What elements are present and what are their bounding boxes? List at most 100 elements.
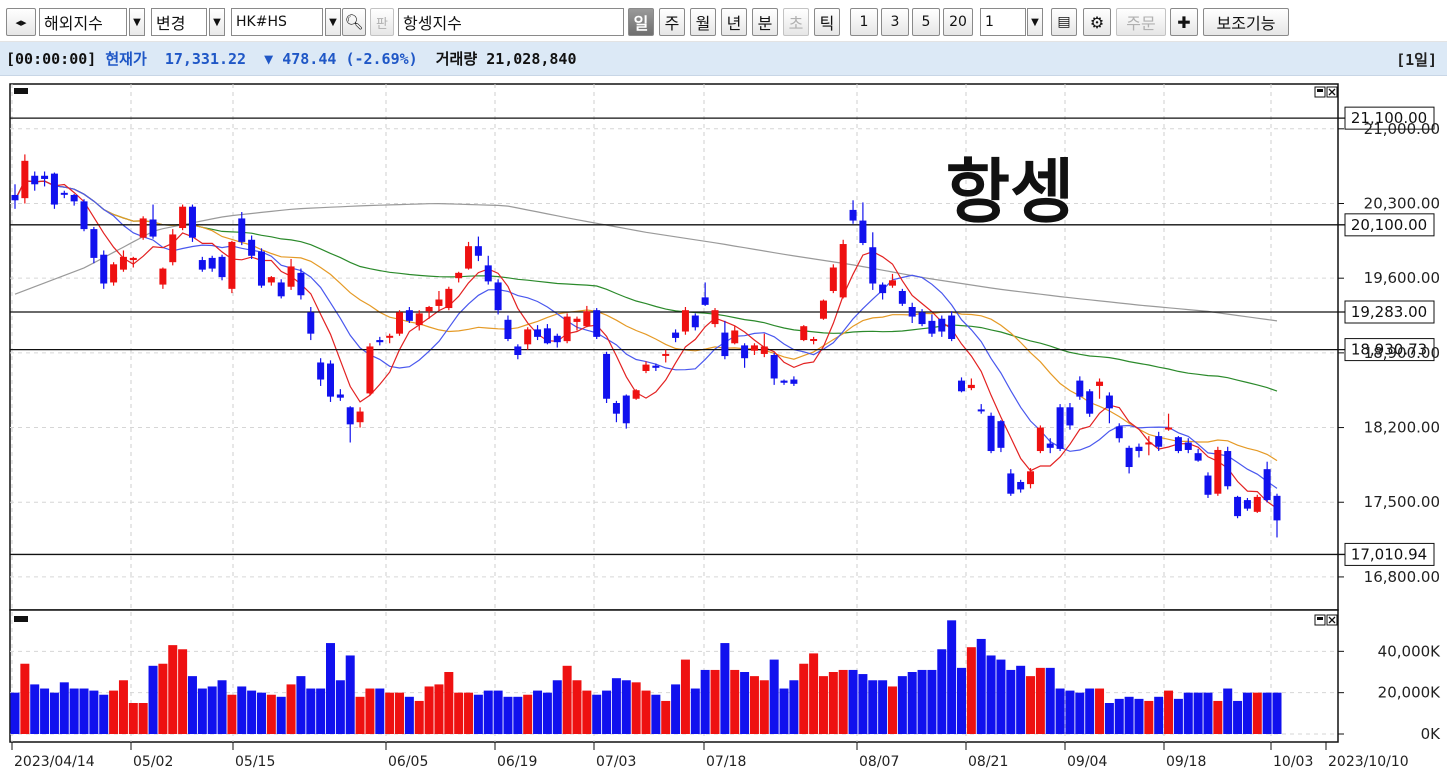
candle-body[interactable]	[534, 329, 542, 337]
candle-body[interactable]	[553, 335, 561, 343]
volume-bar[interactable]	[848, 669, 858, 734]
volume-bar[interactable]	[158, 663, 168, 734]
interval-dropdown-icon[interactable]: ▼	[1027, 8, 1043, 36]
candle-body[interactable]	[277, 282, 285, 297]
volume-bar[interactable]	[799, 663, 809, 734]
volume-bar[interactable]	[207, 686, 217, 734]
candle-body[interactable]	[1096, 381, 1104, 386]
candle-body[interactable]	[958, 380, 965, 392]
candle-body[interactable]	[1214, 449, 1222, 494]
volume-bar[interactable]	[927, 669, 937, 734]
volume-bar[interactable]	[1095, 688, 1105, 734]
crosshair-icon[interactable]: ✚	[1170, 8, 1198, 36]
candle-body[interactable]	[622, 395, 630, 424]
candle-body[interactable]	[60, 192, 68, 195]
volume-bar[interactable]	[1124, 696, 1134, 734]
volume-bar[interactable]	[473, 694, 483, 734]
candle-body[interactable]	[1194, 453, 1202, 461]
volume-bar[interactable]	[59, 682, 69, 734]
volume-bar[interactable]	[99, 694, 109, 734]
candle-body[interactable]	[435, 299, 443, 306]
candle-body[interactable]	[662, 353, 670, 356]
volume-bar[interactable]	[69, 688, 79, 734]
candle-body[interactable]	[800, 326, 808, 341]
volume-bar[interactable]	[868, 680, 878, 734]
volume-bar[interactable]	[661, 700, 671, 734]
volume-bar[interactable]	[572, 680, 582, 734]
candle-body[interactable]	[701, 297, 709, 305]
volume-bar[interactable]	[986, 655, 996, 734]
candle-body[interactable]	[514, 346, 522, 356]
volume-bar[interactable]	[286, 684, 296, 734]
save-icon[interactable]: ▤	[1051, 8, 1077, 36]
candle-body[interactable]	[346, 407, 354, 425]
volume-bar[interactable]	[434, 684, 444, 734]
candle-body[interactable]	[948, 315, 956, 339]
volume-bar[interactable]	[897, 676, 907, 734]
candle-body[interactable]	[967, 384, 975, 389]
volume-bar[interactable]	[1104, 703, 1114, 734]
period-week-button[interactable]: 주	[659, 8, 685, 36]
candle-body[interactable]	[494, 282, 502, 311]
volume-bar[interactable]	[256, 692, 266, 734]
candle-body[interactable]	[741, 345, 749, 359]
volume-bar[interactable]	[690, 688, 700, 734]
volume-bar[interactable]	[1233, 700, 1243, 734]
candle-body[interactable]	[21, 160, 29, 199]
price-panel-maximize-icon[interactable]	[1314, 86, 1326, 98]
volume-bar[interactable]	[769, 659, 779, 734]
candle-body[interactable]	[257, 251, 265, 286]
candle-body[interactable]	[938, 318, 946, 332]
volume-bar[interactable]	[464, 692, 474, 734]
candle-body[interactable]	[169, 234, 177, 263]
candle-body[interactable]	[376, 340, 384, 343]
volume-bar[interactable]	[316, 688, 326, 734]
candle-body[interactable]	[819, 300, 827, 319]
candle-body[interactable]	[11, 194, 19, 201]
volume-bar[interactable]	[730, 669, 740, 734]
candle-body[interactable]	[780, 380, 788, 383]
volume-bar[interactable]	[138, 703, 148, 734]
candle-body[interactable]	[879, 284, 887, 294]
symbol-dropdown-icon[interactable]: ▼	[325, 8, 341, 36]
volume-bar[interactable]	[631, 682, 641, 734]
order-button[interactable]: 주문	[1116, 8, 1166, 36]
count-1-button[interactable]: 1	[850, 8, 878, 36]
candle-body[interactable]	[110, 264, 118, 283]
candle-body[interactable]	[1066, 407, 1074, 426]
stock-chart[interactable]: 21,100.00 20,100.00 19,283.00 18,930.73 17,0…	[0, 76, 1447, 770]
candle-body[interactable]	[1007, 473, 1015, 494]
symbol-name-field[interactable]: 항셍지수	[398, 8, 624, 36]
volume-bar[interactable]	[10, 692, 20, 734]
candle-body[interactable]	[524, 329, 532, 345]
candle-body[interactable]	[484, 265, 492, 282]
candle-body[interactable]	[928, 320, 936, 334]
candle-body[interactable]	[386, 335, 394, 338]
candle-body[interactable]	[652, 365, 660, 368]
candle-body[interactable]	[770, 355, 778, 379]
candle-body[interactable]	[563, 316, 571, 342]
volume-bar[interactable]	[1114, 698, 1124, 734]
candle-body[interactable]	[149, 219, 157, 237]
candle-body[interactable]	[455, 272, 463, 279]
volume-bar[interactable]	[562, 665, 572, 734]
gear-icon[interactable]: ⚙	[1083, 8, 1111, 36]
candle-body[interactable]	[1017, 481, 1025, 490]
candle-body[interactable]	[987, 415, 995, 452]
aux-function-button[interactable]: 보조기능	[1203, 8, 1289, 36]
volume-bar[interactable]	[1016, 665, 1026, 734]
candle-body[interactable]	[327, 363, 334, 397]
candle-body[interactable]	[198, 260, 206, 270]
candle-body[interactable]	[1184, 442, 1192, 450]
candle-body[interactable]	[829, 267, 837, 291]
candle-body[interactable]	[1243, 500, 1251, 509]
volume-bar[interactable]	[858, 674, 868, 734]
volume-bar[interactable]	[887, 686, 897, 734]
volume-bar[interactable]	[1213, 700, 1223, 734]
interval-input[interactable]: 1	[980, 8, 1026, 36]
candle-body[interactable]	[139, 218, 147, 238]
volume-bar[interactable]	[996, 659, 1006, 734]
candle-body[interactable]	[810, 338, 818, 341]
search-icon[interactable]: 🔍︎	[342, 8, 366, 36]
candle-body[interactable]	[1165, 427, 1173, 430]
